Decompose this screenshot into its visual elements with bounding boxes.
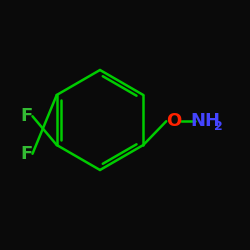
Text: 2: 2 — [214, 120, 222, 133]
Text: F: F — [20, 145, 32, 163]
Text: NH: NH — [190, 112, 220, 130]
Text: F: F — [20, 107, 32, 125]
Text: O: O — [166, 112, 182, 130]
